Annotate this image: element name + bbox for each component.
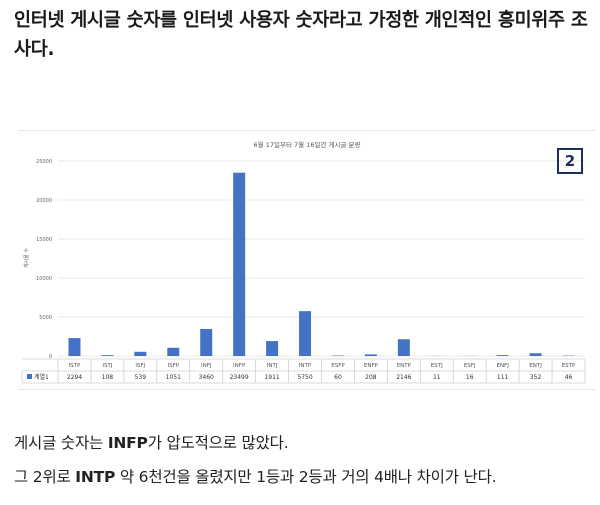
x-tick-label: ESTJ — [431, 363, 443, 369]
data-label: 539 — [135, 374, 147, 381]
y-axis-label: 게시물 수 — [23, 248, 30, 268]
figure-number-badge: 2 — [557, 148, 583, 174]
bar — [167, 347, 180, 356]
x-tick-label: ISFJ — [135, 363, 145, 369]
data-label: 111 — [497, 374, 509, 381]
paragraph-2: 그 2위로 INTP 약 6천건을 올렸지만 1등과 2등과 거의 4배나 차이… — [14, 466, 497, 488]
data-label: 60 — [334, 374, 342, 381]
data-label: 11 — [433, 374, 441, 381]
para1-text-c: 가 압도적으로 많았다. — [147, 434, 289, 452]
y-tick-label: 20000 — [36, 198, 52, 204]
y-tick-label: 5000 — [39, 315, 52, 321]
para2-highlight: INTP — [75, 468, 116, 486]
data-label: 46 — [565, 374, 573, 381]
data-label: 352 — [530, 374, 542, 381]
x-tick-label: ENFJ — [496, 363, 509, 369]
x-tick-label: ISFP — [167, 363, 179, 369]
y-tick-label: 25000 — [36, 159, 52, 165]
bar — [364, 354, 377, 356]
y-tick-label: 0 — [49, 354, 52, 360]
x-tick-label: ISTP — [69, 363, 81, 369]
data-label: 1051 — [166, 374, 181, 381]
x-tick-label: INTP — [299, 363, 312, 369]
data-label: 3460 — [199, 374, 214, 381]
x-tick-label: ESFJ — [464, 363, 476, 369]
bar — [134, 351, 147, 356]
data-label: 23499 — [230, 374, 249, 381]
paragraph-1: 게시글 숫자는 INFP가 압도적으로 많았다. — [14, 432, 289, 454]
x-tick-label: INTJ — [267, 363, 278, 369]
bar — [397, 339, 410, 356]
bar — [101, 355, 114, 356]
data-label: 208 — [365, 374, 377, 381]
x-tick-label: INFJ — [201, 363, 212, 369]
legend-swatch — [27, 374, 32, 379]
bar — [68, 338, 81, 356]
para1-highlight: INFP — [107, 434, 148, 452]
x-tick-label: ESTP — [562, 363, 576, 369]
para2-text-a: 그 2위로 — [14, 468, 76, 486]
x-tick-label: ENTJ — [529, 363, 542, 369]
headline: 인터넷 게시글 숫자를 인터넷 사용자 숫자라고 가정한 개인적인 흥미위주 조… — [14, 10, 588, 60]
y-tick-label: 15000 — [36, 237, 52, 243]
para2-text-c: 약 6천건을 올렸지만 1등과 2등과 거의 4배나 차이가 난다. — [115, 468, 497, 486]
bar — [299, 311, 312, 356]
x-tick-label: ENFP — [364, 363, 379, 369]
data-label: 5750 — [297, 374, 312, 381]
y-tick-label: 10000 — [36, 276, 52, 282]
x-tick-label: ISTJ — [102, 363, 112, 369]
para1-text-a: 게시글 숫자는 — [14, 434, 108, 452]
x-tick-label: INFP — [233, 363, 246, 369]
data-label: 2146 — [396, 374, 411, 381]
bar — [496, 355, 509, 356]
data-label: 1911 — [264, 374, 279, 381]
data-label: 108 — [102, 374, 114, 381]
x-tick-label: ENTP — [397, 363, 412, 369]
x-tick-label: ESFP — [331, 363, 345, 369]
chart-title: 6월 17일부터 7월 16일간 게시글 분량 — [254, 140, 361, 149]
bar — [266, 341, 279, 356]
bar — [529, 353, 542, 356]
data-label: 2294 — [67, 374, 82, 381]
bar — [233, 172, 246, 356]
data-label: 16 — [466, 374, 474, 381]
bar — [200, 329, 213, 356]
legend-label: 계열1 — [34, 373, 49, 381]
